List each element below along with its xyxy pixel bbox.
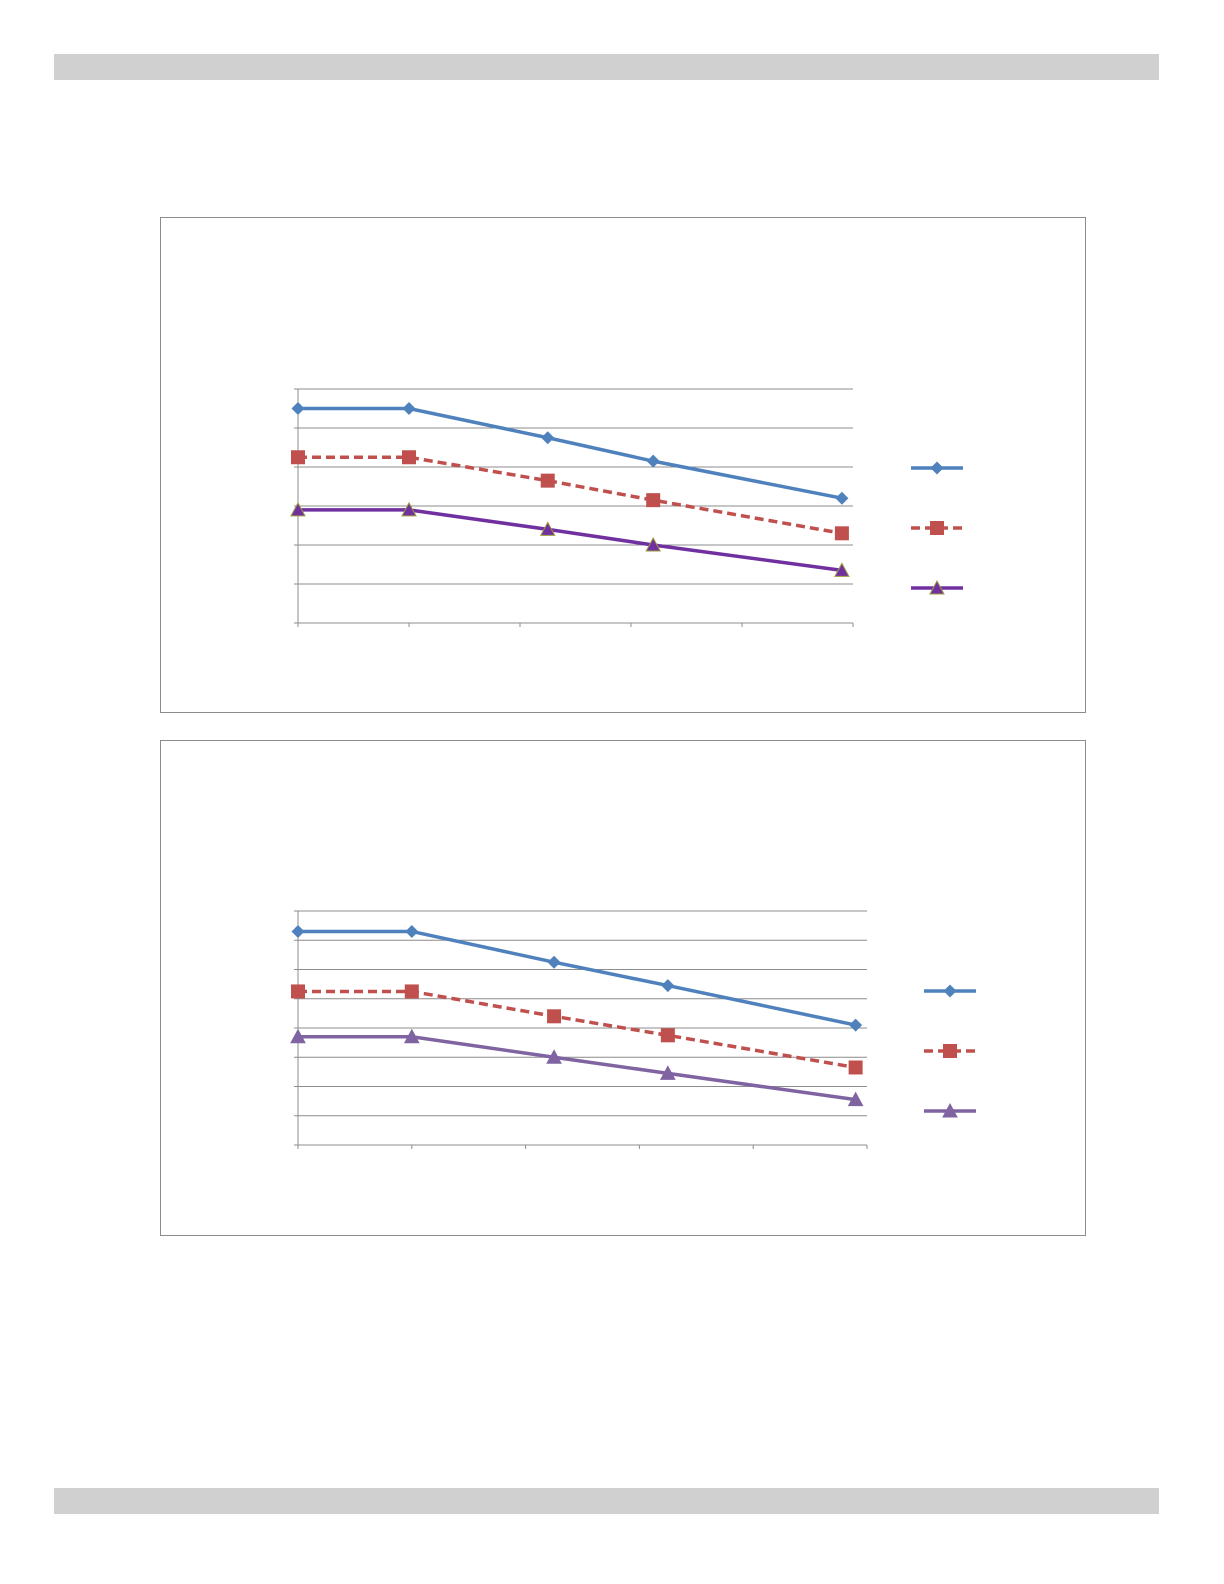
legend-entry-1 (924, 984, 976, 998)
triangle-marker (660, 1065, 676, 1080)
triangle-marker (290, 1028, 306, 1044)
series-2 (291, 984, 863, 1075)
triangle-marker (290, 501, 306, 517)
square-marker (943, 1044, 957, 1058)
square-marker (646, 493, 661, 508)
diamond-marker (541, 431, 555, 445)
triangle-marker (403, 1028, 420, 1044)
square-marker (930, 521, 944, 535)
series-3-line (298, 1035, 856, 1102)
series-2 (291, 450, 849, 541)
diamond-marker (930, 461, 944, 475)
line-chart-1 (290, 388, 963, 627)
square-marker (660, 1028, 675, 1043)
triangle-marker (942, 1102, 958, 1118)
legend-entry-2 (924, 1044, 976, 1058)
chart-frame-1 (160, 217, 1086, 713)
diamond-marker (547, 955, 561, 969)
square-marker (402, 450, 416, 465)
square-marker (291, 984, 305, 999)
series-1-line (298, 929, 856, 1027)
legend-entry-3 (911, 579, 963, 595)
square-marker (540, 473, 555, 488)
series-1 (291, 924, 863, 1032)
series-1 (291, 402, 849, 505)
series-3 (290, 1028, 864, 1107)
square-marker (848, 1060, 863, 1075)
series-3 (290, 501, 850, 577)
triangle-marker (539, 521, 556, 536)
legend-entry-2 (911, 521, 963, 535)
legend-entry-3 (924, 1102, 976, 1118)
diamond-marker (291, 402, 305, 415)
diamond-marker (849, 1018, 863, 1032)
diamond-marker (646, 454, 660, 468)
diamond-marker (943, 984, 957, 998)
chart-frame-2 (160, 740, 1086, 1236)
gridlines (298, 910, 867, 1117)
square-marker (404, 984, 419, 999)
square-marker (834, 526, 849, 541)
diamond-marker (402, 402, 416, 415)
series-2-line (298, 989, 856, 1070)
diamond-marker (405, 924, 419, 938)
triangle-marker (546, 1049, 562, 1064)
square-marker (291, 450, 305, 465)
page-footer-bar (54, 1488, 1159, 1514)
legend-entry-1 (911, 461, 963, 475)
axes (294, 910, 868, 1149)
gridlines (298, 388, 853, 585)
triangle-marker (401, 501, 417, 517)
triangle-marker (834, 562, 850, 577)
page-header-bar (54, 54, 1159, 80)
triangle-marker (645, 536, 662, 552)
triangle-marker (929, 579, 945, 595)
diamond-marker (835, 491, 849, 505)
series-2-line (298, 455, 843, 536)
diamond-marker (661, 979, 675, 993)
triangle-marker (847, 1091, 864, 1107)
diamond-marker (291, 924, 305, 938)
square-marker (547, 1009, 562, 1024)
axes (294, 388, 854, 627)
line-chart-2 (290, 910, 976, 1149)
